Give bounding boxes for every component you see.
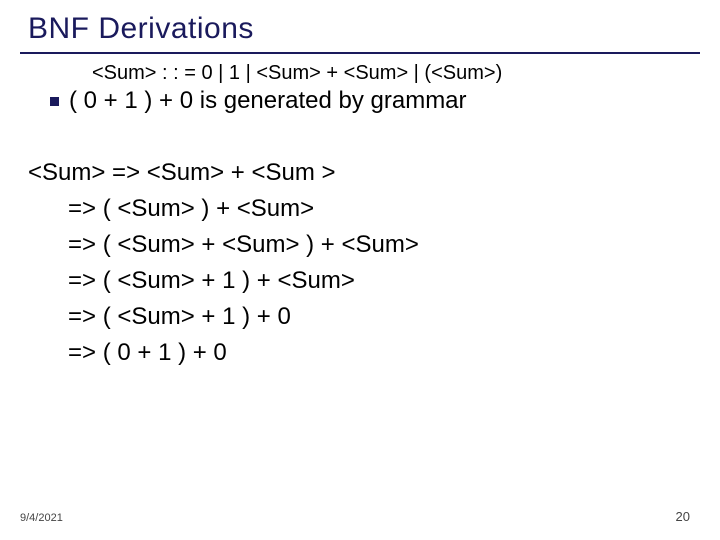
statement-text: ( 0 + 1 ) + 0 is generated by grammar [69, 87, 467, 115]
footer-page: 20 [676, 509, 690, 524]
bullet-row: ( 0 + 1 ) + 0 is generated by grammar [50, 87, 700, 115]
grammar-rule: <Sum> : : = 0 | 1 | <Sum> + <Sum> | (<Su… [92, 62, 700, 85]
title-underline [20, 52, 700, 54]
footer-date: 9/4/2021 [20, 512, 63, 524]
derivation-block: <Sum> => <Sum> + <Sum > => ( <Sum> ) + <… [28, 155, 700, 371]
slide-container: BNF Derivations <Sum> : : = 0 | 1 | <Sum… [0, 0, 720, 540]
bullet-icon [50, 97, 59, 106]
slide-title: BNF Derivations [20, 12, 700, 46]
